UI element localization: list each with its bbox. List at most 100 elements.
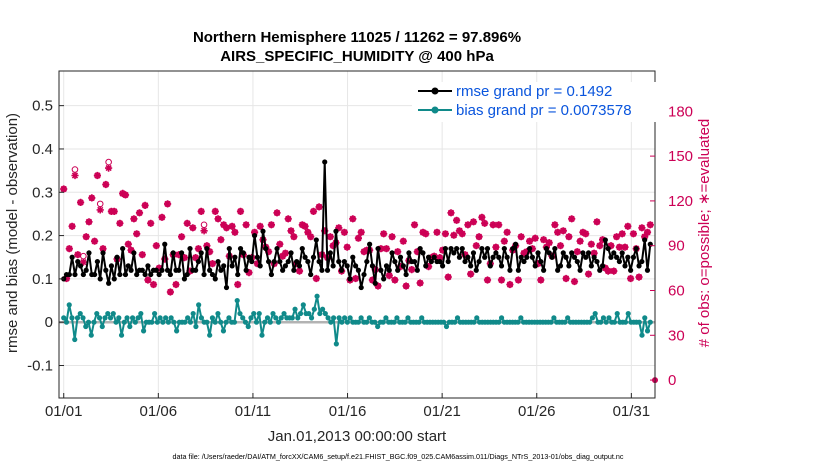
bias-point [116, 315, 122, 321]
obs-evaluated-point [175, 251, 183, 259]
rmse-point [543, 245, 550, 252]
rmse-point [243, 267, 249, 273]
bias-point [562, 319, 568, 325]
bias-point [603, 319, 609, 325]
rmse-point [605, 245, 611, 252]
rmse-point [510, 245, 516, 252]
obs-evaluated-point [127, 246, 135, 254]
bias-point [319, 306, 326, 312]
obs-evaluated-point [82, 233, 90, 241]
rmse-point [100, 250, 106, 256]
rmse-point [207, 267, 213, 273]
bias-point [264, 315, 271, 321]
bias-point [317, 310, 323, 317]
obs-evaluated-point [172, 280, 180, 289]
x-tick-label: 01/01 [45, 403, 83, 420]
rmse-point [159, 267, 165, 273]
obs-evaluated-point [141, 201, 149, 209]
rmse-point [400, 263, 406, 269]
legend-box [412, 82, 658, 122]
rmse-point [156, 271, 162, 278]
bias-point [237, 310, 243, 317]
rmse-point [327, 250, 333, 256]
rmse-point [221, 263, 227, 269]
rmse-point [552, 245, 558, 252]
rmse-point [512, 241, 519, 247]
legend: rmse grand pr = 0.1492 bias grand pr = 0… [412, 82, 658, 122]
obs-evaluated-point [105, 164, 113, 172]
rmse-point [465, 254, 471, 260]
obs-evaluated-point [570, 277, 579, 286]
obs-evaluated-point [587, 240, 595, 248]
rmse-point [257, 263, 263, 269]
rmse-point [594, 258, 600, 265]
rmse-point [330, 263, 336, 269]
obs-evaluated-point [220, 221, 228, 229]
bias-point [474, 315, 480, 321]
rmse-point [574, 258, 580, 265]
bias-point [342, 315, 348, 321]
y-tick-label-right: 150 [668, 148, 693, 165]
bias-point [226, 315, 232, 321]
rmse-point [367, 241, 373, 247]
obs-evaluated-point [152, 242, 160, 250]
bias-point [124, 315, 130, 321]
obs-evaluated-point [228, 222, 236, 230]
bias-point [77, 310, 83, 317]
bias-point [94, 310, 100, 317]
rmse-point [468, 263, 474, 269]
obs-evaluated-point [464, 221, 472, 229]
obs-evaluated-point [593, 218, 601, 226]
rmse-point [493, 250, 499, 256]
obs-evaluated-point [214, 215, 222, 223]
y-tick-label-right: 0 [668, 372, 676, 389]
obs-evaluated-point [321, 227, 329, 235]
rmse-point [69, 254, 75, 260]
rmse-point [622, 263, 628, 269]
obs-evaluated-point [256, 222, 264, 230]
bias-point [622, 319, 629, 325]
bias-point [644, 328, 651, 334]
rmse-point [437, 258, 443, 265]
obs-evaluated-point [203, 242, 211, 250]
obs-evaluated-point [133, 230, 141, 238]
obs-evaluated-point [287, 227, 295, 235]
bias-point [99, 323, 105, 330]
bias-point [322, 310, 328, 317]
y-tick-label-right: 60 [668, 282, 685, 299]
bias-point [204, 319, 210, 325]
rmse-point [336, 258, 342, 265]
obs-evaluated-point [281, 249, 289, 257]
bias-point [366, 315, 372, 321]
rmse-point [153, 267, 159, 273]
obs-evaluated-point [371, 266, 379, 274]
obs-evaluated-point [234, 280, 242, 289]
bias-point [121, 319, 127, 325]
rmse-point [265, 258, 272, 265]
rmse-point [541, 267, 547, 273]
obs-evaluated-point [315, 203, 323, 211]
rmse-point [75, 258, 81, 265]
bias-point [259, 332, 265, 338]
bias-point [174, 328, 180, 334]
bias-point [253, 319, 260, 325]
bias-point [190, 310, 196, 317]
obs-evaluated-point [309, 207, 318, 215]
x-axis-label: Jan.01,2013 00:00:00 start [268, 428, 447, 445]
rmse-point [431, 254, 437, 260]
rmse-point [462, 258, 468, 265]
bias-point [110, 310, 116, 317]
obs-evaluated-point [641, 233, 649, 241]
obs-evaluated-point [178, 233, 186, 241]
bias-point [209, 315, 216, 321]
y-tick-label-right: 120 [668, 193, 693, 210]
obs-evaluated-point [304, 228, 312, 236]
rmse-point [381, 276, 387, 282]
rmse-point [72, 271, 78, 278]
rmse-point [83, 267, 89, 273]
rmse-point [571, 254, 578, 260]
rmse-point [392, 258, 398, 265]
obs-evaluated-point [284, 215, 292, 223]
bias-point [91, 319, 97, 325]
rmse-point [316, 258, 322, 265]
